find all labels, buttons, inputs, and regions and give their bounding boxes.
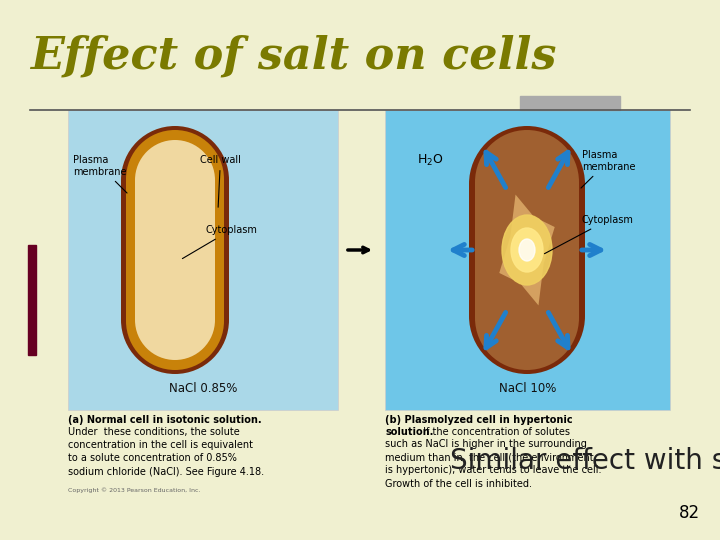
Ellipse shape <box>519 239 535 261</box>
Text: Plasma
membrane: Plasma membrane <box>73 155 127 193</box>
Text: NaCl 10%: NaCl 10% <box>499 382 556 395</box>
Text: (a) Normal cell in isotonic solution.: (a) Normal cell in isotonic solution. <box>68 415 261 425</box>
Text: Cell wall: Cell wall <box>200 155 241 207</box>
Text: Similar effect with sugars: Similar effect with sugars <box>450 447 720 475</box>
Ellipse shape <box>469 258 585 374</box>
Ellipse shape <box>469 126 585 242</box>
Bar <box>469 184 585 316</box>
Ellipse shape <box>121 126 229 234</box>
Bar <box>121 180 229 320</box>
Bar <box>135 180 215 320</box>
Bar <box>385 110 670 410</box>
Bar <box>520 96 620 110</box>
Ellipse shape <box>475 266 579 370</box>
Bar <box>475 182 579 318</box>
Bar <box>28 245 36 355</box>
Bar <box>126 179 224 321</box>
Ellipse shape <box>511 228 543 272</box>
Text: Plasma
membrane: Plasma membrane <box>581 150 636 188</box>
Text: Copyright © 2013 Pearson Education, Inc.: Copyright © 2013 Pearson Education, Inc. <box>68 487 200 492</box>
Ellipse shape <box>126 272 224 370</box>
Ellipse shape <box>126 130 224 228</box>
Polygon shape <box>499 194 554 306</box>
Text: Under  these conditions, the solute
concentration in the cell is equivalent
to a: Under these conditions, the solute conce… <box>68 427 264 477</box>
Text: (b) Plasmolyzed cell in hypertonic: (b) Plasmolyzed cell in hypertonic <box>385 415 572 425</box>
Text: Cytoplasm: Cytoplasm <box>182 225 257 259</box>
Text: such as NaCl is higher in the surrounding
medium than in  the cell (the environm: such as NaCl is higher in the surroundin… <box>385 439 601 489</box>
Ellipse shape <box>502 215 552 285</box>
Ellipse shape <box>475 130 579 234</box>
Ellipse shape <box>121 266 229 374</box>
Text: 82: 82 <box>679 504 700 522</box>
Text: H$_2$O: H$_2$O <box>417 152 444 167</box>
Text: NaCl 0.85%: NaCl 0.85% <box>168 382 237 395</box>
Ellipse shape <box>135 280 215 360</box>
Text: If the concentration of solutes: If the concentration of solutes <box>420 427 570 437</box>
Ellipse shape <box>135 140 215 220</box>
Text: solution.: solution. <box>385 427 433 437</box>
Text: Cytoplasm: Cytoplasm <box>544 215 634 254</box>
Text: Effect of salt on cells: Effect of salt on cells <box>30 35 557 78</box>
Bar <box>68 110 338 410</box>
